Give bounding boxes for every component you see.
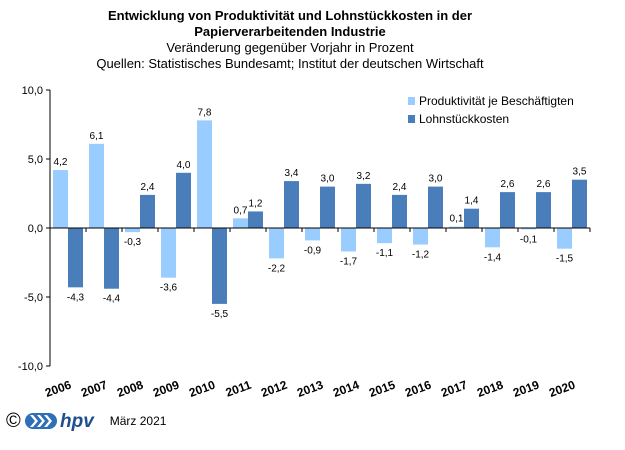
bar-lohnstueckkosten (176, 172, 191, 228)
y-tick-label: -10,0 (18, 361, 43, 373)
bar-produktivitaet (197, 120, 212, 228)
data-label-lohnstueckkosten: 2,6 (537, 179, 551, 190)
legend-label: Produktivität je Beschäftigten (419, 94, 574, 108)
data-label-produktivitaet: 0,1 (450, 214, 464, 225)
chart-title-line2: Papierverarbeitenden Industrie (194, 24, 386, 39)
bar-lohnstueckkosten (320, 186, 335, 228)
data-label-produktivitaet: -0,3 (124, 237, 142, 248)
bar-produktivitaet (413, 228, 428, 245)
data-label-lohnstueckkosten: 1,2 (249, 198, 263, 209)
bar-produktivitaet (341, 228, 356, 252)
x-category-label: 2008 (115, 378, 145, 400)
chart-source: Quellen: Statistisches Bundesamt; Instit… (96, 56, 484, 71)
bar-lohnstueckkosten (104, 228, 119, 289)
data-label-lohnstueckkosten: 3,2 (357, 171, 371, 182)
bar-lohnstueckkosten (140, 194, 155, 228)
bar-produktivitaet (449, 226, 464, 228)
data-label-produktivitaet: -1,1 (376, 248, 394, 259)
data-label-lohnstueckkosten: 2,4 (393, 182, 407, 193)
chart-subtitle: Veränderung gegenüber Vorjahr in Prozent (166, 40, 414, 55)
data-label-produktivitaet: 6,1 (90, 131, 104, 142)
bar-lohnstueckkosten (464, 208, 479, 228)
data-label-produktivitaet: 0,7 (234, 205, 248, 216)
x-category-label: 2015 (367, 378, 397, 400)
data-label-produktivitaet: -1,4 (484, 252, 502, 263)
bar-lohnstueckkosten (500, 192, 515, 228)
bar-lohnstueckkosten (212, 228, 227, 304)
x-category-label: 2007 (79, 378, 109, 400)
x-category-label: 2006 (43, 378, 73, 400)
y-tick-label: 10,0 (22, 85, 43, 97)
x-category-label: 2019 (511, 378, 541, 400)
data-label-lohnstueckkosten: 3,0 (429, 174, 443, 185)
bar-lohnstueckkosten (428, 186, 443, 228)
copyright-symbol: © (6, 410, 21, 432)
x-category-label: 2012 (259, 378, 289, 400)
bar-produktivitaet (125, 228, 140, 233)
footer-date: März 2021 (109, 414, 167, 428)
x-category-label: 2011 (224, 378, 254, 400)
legend-label: Lohnstückkosten (419, 112, 509, 126)
x-category-label: 2018 (475, 378, 505, 400)
footer: © hpv März 2021 (6, 410, 166, 432)
data-label-produktivitaet: -1,7 (340, 256, 358, 267)
data-label-lohnstueckkosten: 4,0 (177, 160, 191, 171)
data-label-produktivitaet: -1,5 (556, 254, 574, 265)
data-label-lohnstueckkosten: 3,5 (573, 167, 587, 178)
bar-lohnstueckkosten (536, 192, 551, 228)
data-label-lohnstueckkosten: -4,3 (67, 292, 85, 303)
bar-lohnstueckkosten (284, 181, 299, 228)
x-category-label: 2009 (151, 378, 181, 400)
bar-produktivitaet (377, 228, 392, 244)
bar-lohnstueckkosten (356, 183, 371, 228)
hpv-logo-text: hpv (60, 411, 95, 432)
bar-produktivitaet (161, 228, 176, 278)
data-label-produktivitaet: -1,2 (412, 250, 430, 261)
x-category-label: 2016 (403, 378, 433, 400)
data-label-lohnstueckkosten: 1,4 (465, 196, 479, 207)
x-category-label: 2013 (295, 378, 325, 400)
data-label-lohnstueckkosten: 2,6 (501, 179, 515, 190)
data-label-lohnstueckkosten: 3,4 (285, 168, 299, 179)
data-label-produktivitaet: 7,8 (198, 107, 212, 118)
x-category-label: 2014 (331, 378, 361, 400)
bar-produktivitaet (269, 228, 284, 259)
bar-produktivitaet (557, 228, 572, 249)
data-label-produktivitaet: 4,2 (54, 157, 68, 168)
bar-lohnstueckkosten (392, 194, 407, 228)
data-label-lohnstueckkosten: -5,5 (211, 309, 229, 320)
legend-swatch (408, 97, 415, 105)
bar-produktivitaet (521, 228, 536, 230)
hpv-logo-arrows-icon (24, 413, 57, 429)
x-category-label: 2010 (187, 378, 217, 400)
y-tick-label: -5,0 (24, 292, 43, 304)
data-label-produktivitaet: -0,9 (304, 245, 322, 256)
bar-lohnstueckkosten (572, 179, 587, 228)
chart-title-block: Entwicklung von Produktivität und Lohnst… (0, 8, 580, 72)
data-label-produktivitaet: -3,6 (160, 283, 178, 294)
legend-swatch (408, 115, 415, 123)
bar-produktivitaet (485, 228, 500, 248)
bar-produktivitaet (53, 170, 68, 228)
bar-lohnstueckkosten (68, 228, 83, 288)
x-category-label: 2017 (439, 378, 469, 400)
x-category-label: 2020 (547, 378, 577, 400)
hpv-logo: hpv (24, 411, 95, 432)
data-label-lohnstueckkosten: 3,0 (321, 174, 335, 185)
y-tick-label: 0,0 (28, 223, 43, 235)
data-label-produktivitaet: -2,2 (268, 263, 286, 274)
data-label-lohnstueckkosten: -4,4 (103, 294, 121, 305)
chart-title-line1: Entwicklung von Produktivität und Lohnst… (107, 8, 473, 23)
bar-produktivitaet (233, 218, 248, 228)
bar-lohnstueckkosten (248, 211, 263, 228)
bar-produktivitaet (89, 143, 104, 228)
data-label-produktivitaet: -0,1 (520, 234, 538, 245)
data-label-lohnstueckkosten: 2,4 (141, 182, 155, 193)
bar-produktivitaet (305, 228, 320, 241)
y-tick-label: 5,0 (28, 154, 43, 166)
